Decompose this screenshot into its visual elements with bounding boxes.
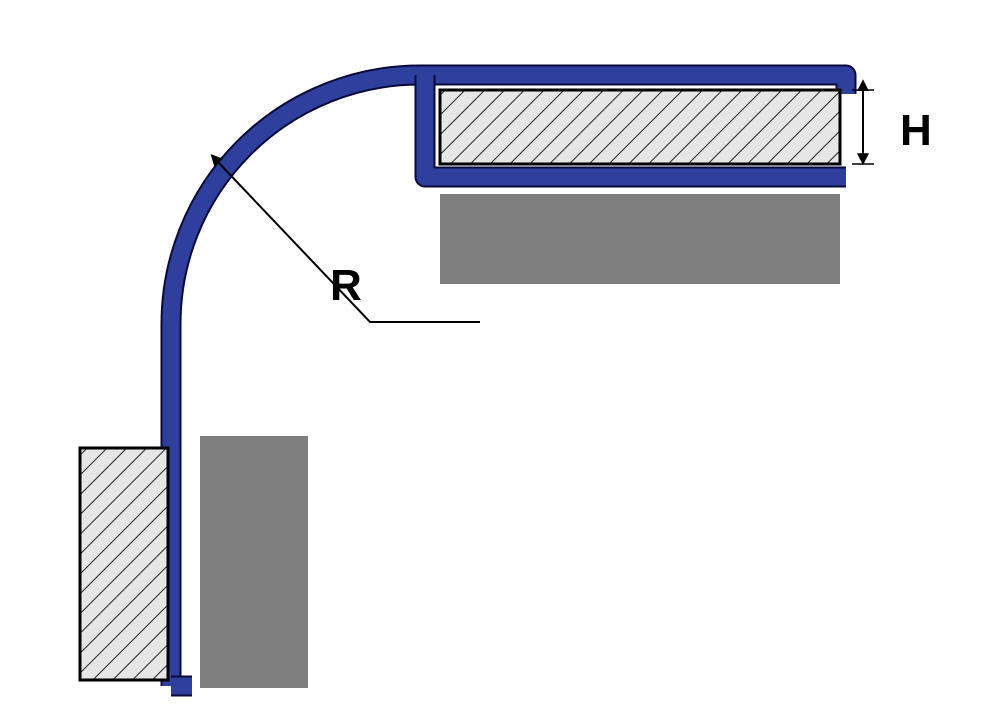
- profile-diagram: HR: [0, 0, 1000, 728]
- dimension-r-label: R: [330, 261, 362, 310]
- dimension-h-label: H: [900, 106, 932, 155]
